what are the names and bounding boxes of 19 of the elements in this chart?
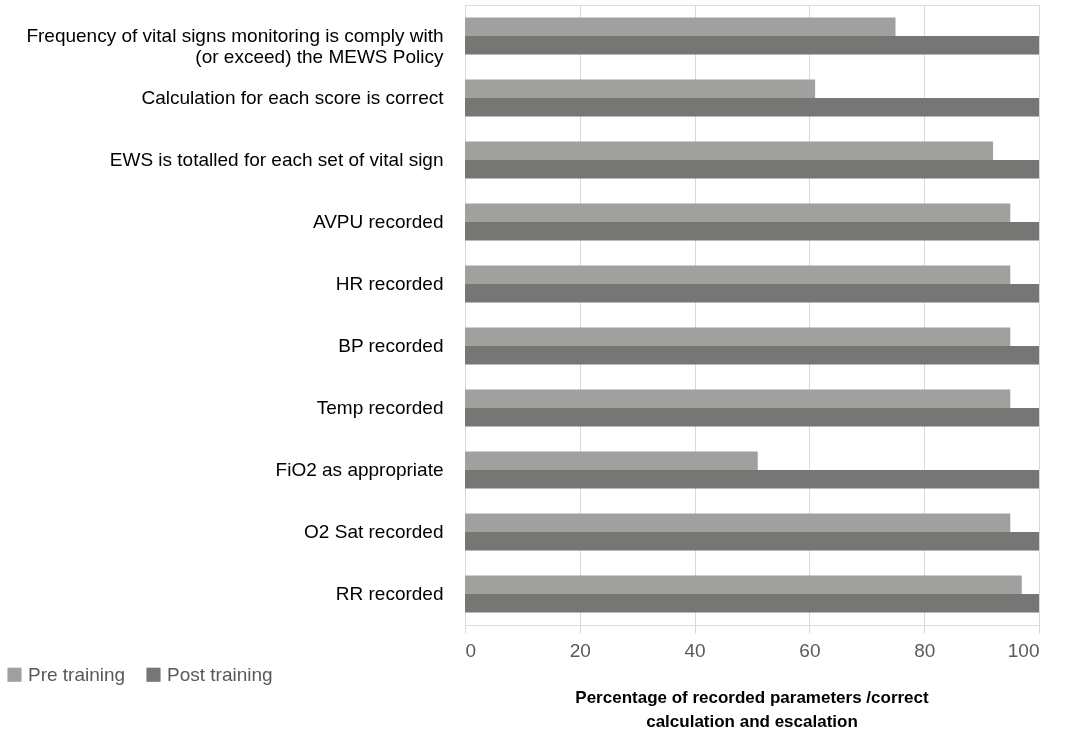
y-tick-label: Temp recorded bbox=[316, 397, 444, 418]
y-tick-label: O2 Sat recorded bbox=[304, 521, 444, 542]
y-tick-label: AVPU recorded bbox=[312, 211, 444, 232]
x-tick-label: 40 bbox=[684, 639, 706, 661]
x-tick-label: 80 bbox=[914, 639, 936, 661]
y-tick-label: BP recorded bbox=[338, 335, 444, 356]
y-tick-label: RR recorded bbox=[335, 583, 444, 604]
legend-label: Pre training bbox=[28, 663, 126, 685]
y-tick-label: Frequency of vital signs monitoring is comply with (or exceed) the MEWS Policy bbox=[26, 25, 444, 67]
y-tick-label: Calculation for each score is correct bbox=[141, 87, 445, 108]
y-tick-label: HR recorded bbox=[335, 273, 444, 294]
x-tick-label: 60 bbox=[799, 639, 821, 661]
y-tick-label: EWS is totalled for each set of vital sign bbox=[109, 149, 444, 170]
x-axis-title: Percentage of recorded parameters /correct calculation and escalation bbox=[575, 688, 930, 731]
y-tick-label: FiO2 as appropriate bbox=[275, 459, 444, 480]
x-tick-label: 20 bbox=[569, 639, 591, 661]
x-tick-label: 0 bbox=[465, 639, 477, 661]
legend-label: Post training bbox=[167, 663, 273, 685]
x-tick-label: 100 bbox=[1007, 639, 1040, 661]
